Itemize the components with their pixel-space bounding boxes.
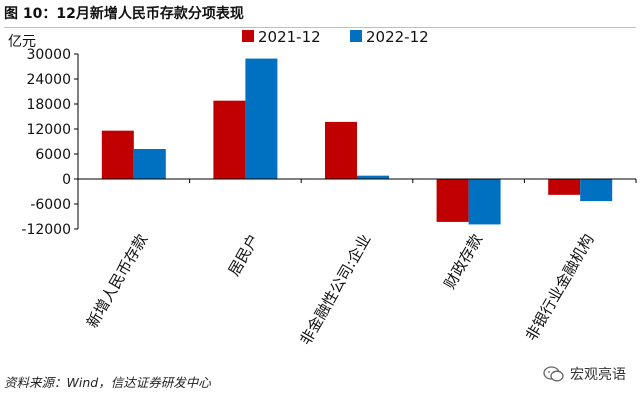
bar-2022-12-4 <box>580 179 613 202</box>
y-tick-label: 12000 <box>26 122 71 138</box>
wechat-icon <box>543 366 564 382</box>
x-axis: 新增人民币存款 居民户 非金融性公司:企业 财政存款 非银行业金融机构 <box>77 178 637 348</box>
x-category-label: 财政存款 <box>440 231 486 292</box>
legend-label: 2022-12 <box>366 28 429 46</box>
y-tick-label: 0 <box>62 172 71 188</box>
source-note: 资料来源：Wind，信达证券研发中心 <box>4 375 211 390</box>
legend-swatch-2021-12 <box>242 30 254 42</box>
y-axis: 30000 24000 18000 12000 6000 0 -6000 -12000 <box>21 47 79 238</box>
bar-2022-12-1 <box>245 58 278 180</box>
chart-legend: 2021-12 2022-12 <box>242 28 429 46</box>
legend-label: 2021-12 <box>258 28 321 46</box>
figure-title: 图 10：12月新增人民币存款分项表现 <box>4 3 636 28</box>
bar-2021-12-2 <box>325 121 357 179</box>
x-category-label: 居民户 <box>225 231 263 279</box>
y-tick-label: 24000 <box>26 72 71 88</box>
y-tick-label: -12000 <box>21 222 71 238</box>
bar-2022-12-3 <box>468 179 501 225</box>
x-category-label: 非银行业金融机构 <box>522 231 598 344</box>
watermark-text: 宏观亮语 <box>570 367 626 383</box>
watermark: 宏观亮语 <box>543 364 626 384</box>
y-tick-label: 30000 <box>26 47 71 63</box>
bar-2021-12-4 <box>548 179 581 195</box>
y-tick-label: 6000 <box>35 147 71 163</box>
bar-2022-12-2 <box>357 175 389 179</box>
bar-2022-12-0 <box>133 149 166 179</box>
bar-series <box>101 58 613 225</box>
bar-2021-12-1 <box>213 100 246 179</box>
bar-2021-12-0 <box>101 130 134 179</box>
y-axis-unit-label: 亿元 <box>8 34 36 50</box>
x-category-label: 新增人民币存款 <box>83 231 151 331</box>
legend-swatch-2022-12 <box>350 30 362 42</box>
y-tick-label: 18000 <box>26 97 71 113</box>
y-tick-label: -6000 <box>30 197 71 213</box>
x-category-label: 非金融性公司:企业 <box>296 231 374 348</box>
bar-2021-12-3 <box>436 179 469 222</box>
